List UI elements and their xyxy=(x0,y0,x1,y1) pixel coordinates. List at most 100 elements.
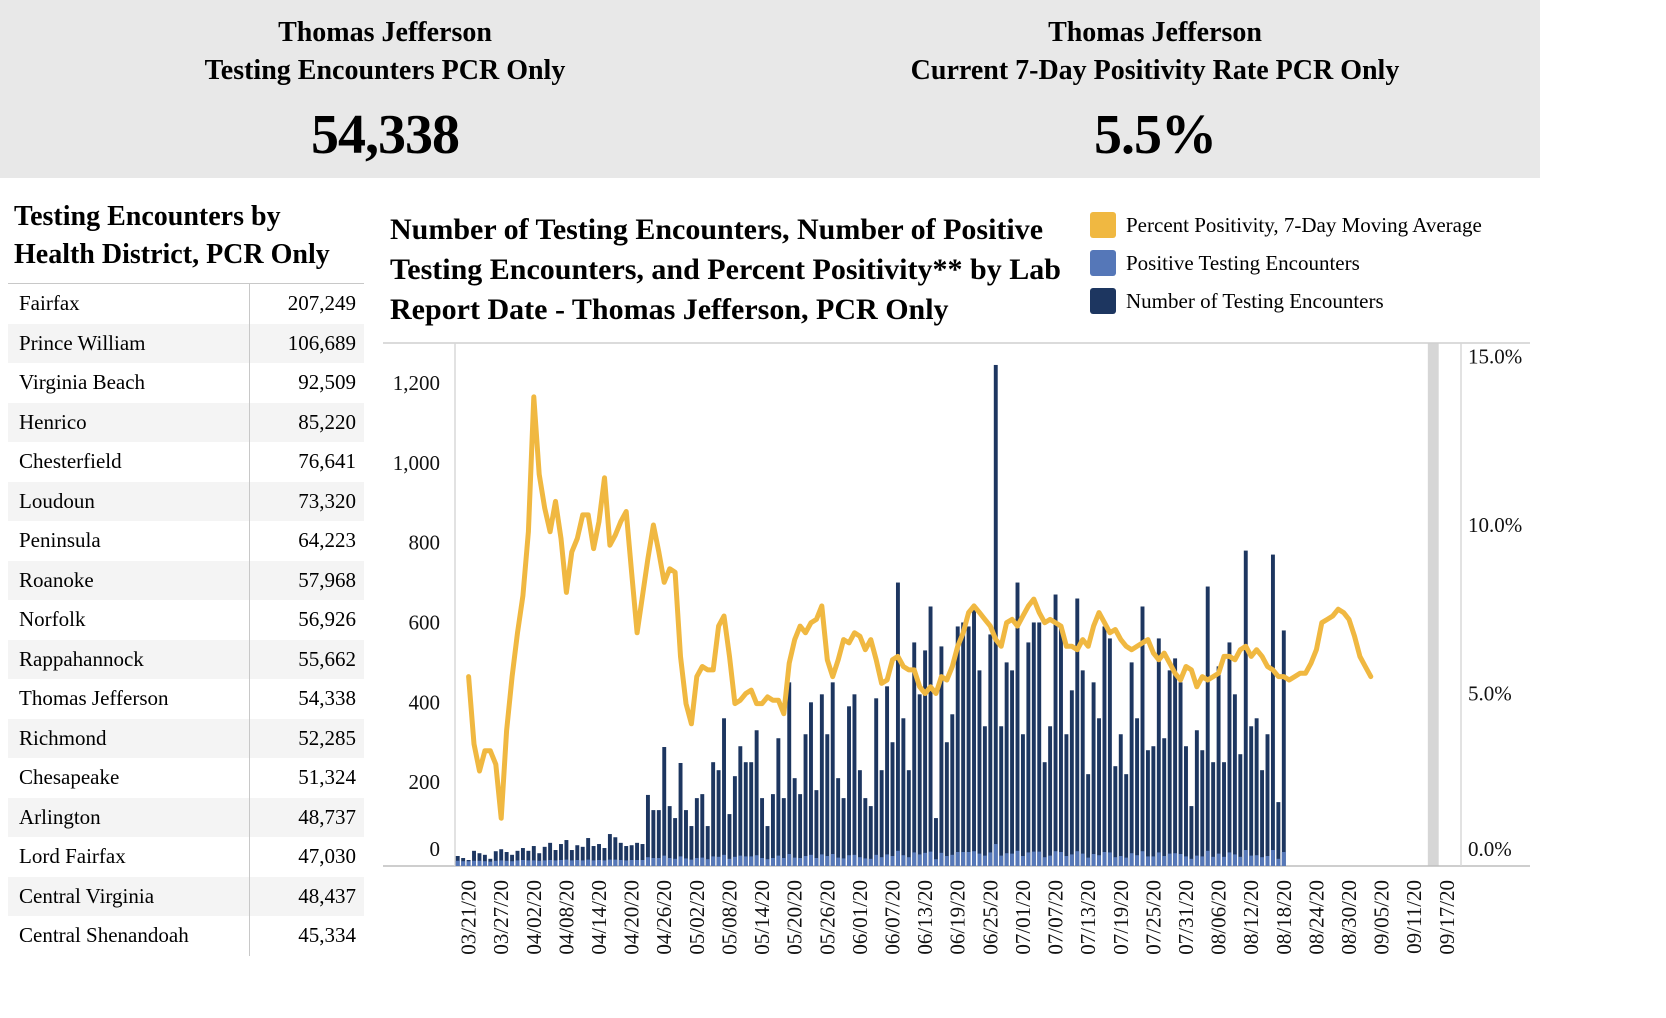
bar-testing-encounters xyxy=(1140,606,1145,866)
bar-testing-encounters xyxy=(1232,694,1237,866)
bar-testing-encounters xyxy=(988,634,993,866)
bar-testing-encounters xyxy=(1037,622,1042,866)
bar-testing-encounters xyxy=(1156,638,1161,866)
table-row[interactable]: Thomas Jefferson 54,338 xyxy=(8,679,364,719)
table-row[interactable]: Lord Fairfax 47,030 xyxy=(8,837,364,877)
bar-positive-encounters xyxy=(1097,855,1101,866)
bar-positive-encounters xyxy=(684,858,688,866)
bar-testing-encounters xyxy=(830,682,835,866)
bar-testing-encounters xyxy=(1059,626,1063,866)
table-row[interactable]: Henrico 85,220 xyxy=(8,402,364,442)
bar-testing-encounters xyxy=(1135,718,1140,866)
table-row[interactable]: Loudoun 73,320 xyxy=(8,481,364,521)
legend-item-encounters[interactable]: Number of Testing Encounters xyxy=(1090,282,1482,320)
bar-testing-encounters xyxy=(917,694,922,866)
bar-positive-encounters xyxy=(667,858,672,866)
bar-positive-encounters xyxy=(705,859,710,866)
bar-positive-encounters xyxy=(1075,851,1080,866)
table-row[interactable]: Chesapeake 51,324 xyxy=(8,758,364,798)
chart-legend: Percent Positivity, 7-Day Moving Average… xyxy=(1090,206,1482,320)
bar-positive-encounters xyxy=(770,858,775,866)
bar-testing-encounters xyxy=(912,642,917,866)
table-row[interactable]: Prince William 106,689 xyxy=(8,323,364,363)
district-table-heading: Testing Encounters by Health District, P… xyxy=(14,198,374,274)
table-row[interactable]: Richmond 52,285 xyxy=(8,718,364,758)
bar-positive-encounters xyxy=(836,857,841,866)
kpi-title-line1: Thomas Jefferson xyxy=(1048,17,1262,48)
x-tick-label: 04/02/20 xyxy=(522,880,546,955)
x-tick-label: 06/25/20 xyxy=(978,880,1002,955)
district-name: Chesterfield xyxy=(8,442,250,482)
bar-positive-encounters xyxy=(559,860,563,866)
table-row[interactable]: Peninsula 64,223 xyxy=(8,521,364,561)
bar-testing-encounters xyxy=(548,842,553,866)
bar-testing-encounters xyxy=(857,770,862,866)
bar-testing-encounters xyxy=(836,778,841,866)
bar-testing-encounters xyxy=(879,770,884,866)
bar-positive-encounters xyxy=(1281,852,1286,866)
table-row[interactable]: Chesterfield 76,641 xyxy=(8,442,364,482)
table-row[interactable]: Virginia Beach 92,509 xyxy=(8,363,364,403)
bar-positive-encounters xyxy=(1091,854,1096,866)
table-row[interactable]: Fairfax 207,249 xyxy=(8,283,364,324)
bar-positive-encounters xyxy=(972,851,976,866)
bar-positive-encounters xyxy=(874,854,879,866)
bar-positive-encounters xyxy=(1037,851,1042,866)
incomplete-data-shade xyxy=(1427,343,1439,866)
bar-testing-encounters xyxy=(993,364,998,866)
bar-positive-encounters xyxy=(988,852,993,866)
bar-testing-encounters xyxy=(553,850,558,866)
bar-testing-encounters xyxy=(531,846,536,866)
bar-positive-encounters xyxy=(1254,855,1259,866)
bar-positive-encounters xyxy=(928,851,933,866)
bar-testing-encounters xyxy=(1222,762,1226,866)
bar-testing-encounters xyxy=(982,726,987,866)
table-row[interactable]: Roanoke 57,968 xyxy=(8,560,364,600)
bar-positive-encounters xyxy=(510,861,515,866)
bar-positive-encounters xyxy=(841,858,846,866)
x-tick-label: 05/26/20 xyxy=(815,880,839,955)
bar-testing-encounters xyxy=(792,778,797,866)
bar-testing-encounters xyxy=(1015,582,1020,866)
bar-testing-encounters xyxy=(1211,762,1216,866)
bar-positive-encounters xyxy=(499,860,504,866)
bar-testing-encounters xyxy=(569,850,574,866)
bar-testing-encounters xyxy=(1178,682,1183,866)
legend-swatch xyxy=(1090,212,1116,238)
bar-testing-encounters xyxy=(1270,554,1275,866)
bar-positive-encounters xyxy=(890,856,895,866)
bar-testing-encounters xyxy=(760,798,765,866)
table-row[interactable]: Rappahannock 55,662 xyxy=(8,639,364,679)
bar-testing-encounters xyxy=(1020,734,1025,866)
bar-testing-encounters xyxy=(640,844,645,866)
bar-positive-encounters xyxy=(966,852,971,866)
x-tick-label: 06/13/20 xyxy=(913,880,937,955)
district-name: Richmond xyxy=(8,718,250,758)
district-name: Central Shenandoah xyxy=(8,916,250,956)
bar-testing-encounters xyxy=(1102,626,1107,866)
table-row[interactable]: Arlington 48,737 xyxy=(8,797,364,837)
table-row[interactable]: Central Virginia 48,437 xyxy=(8,876,364,916)
bar-positive-encounters xyxy=(743,856,748,866)
district-value: 55,662 xyxy=(249,639,364,679)
district-value: 73,320 xyxy=(249,481,364,521)
bar-testing-encounters xyxy=(743,762,748,866)
x-tick-label: 04/26/20 xyxy=(652,880,676,955)
bar-testing-encounters xyxy=(803,734,808,866)
table-row[interactable]: Central Shenandoah 45,334 xyxy=(8,916,364,956)
bar-positive-encounters xyxy=(798,858,803,866)
bar-testing-encounters xyxy=(923,650,928,866)
bar-testing-encounters xyxy=(678,762,683,866)
bar-positive-encounters xyxy=(1227,852,1232,866)
x-tick-label: 07/13/20 xyxy=(1076,880,1100,955)
bar-testing-encounters xyxy=(1216,666,1221,866)
legend-item-positive[interactable]: Positive Testing Encounters xyxy=(1090,244,1482,282)
x-tick-label: 07/25/20 xyxy=(1141,880,1165,955)
bar-testing-encounters xyxy=(852,694,857,866)
bar-testing-encounters xyxy=(868,806,873,866)
legend-item-positivity[interactable]: Percent Positivity, 7-Day Moving Average xyxy=(1090,206,1482,244)
y-right-tick-label: 15.0% xyxy=(1468,344,1522,368)
table-row[interactable]: Norfolk 56,926 xyxy=(8,600,364,640)
bar-positive-encounters xyxy=(548,860,553,866)
bar-positive-encounters xyxy=(1194,855,1199,866)
